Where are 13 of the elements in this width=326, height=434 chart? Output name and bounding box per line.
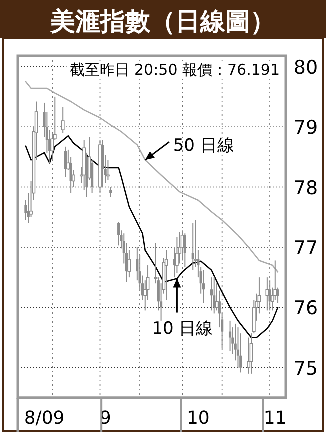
x-tick-label: 11 — [264, 408, 287, 429]
y-tick-label: 75 — [294, 358, 318, 380]
annotation: 10 日線 — [152, 318, 214, 339]
y-tick-label: 79 — [294, 117, 318, 140]
y-tick-label: 78 — [294, 177, 318, 200]
chart-title: 美滙指數（日線圖） — [50, 7, 276, 36]
annotation: 截至昨日 20:50 報價：76.191 — [70, 61, 280, 79]
x-tick-label: 8/09 — [24, 408, 65, 429]
x-tick-label: 10 — [186, 408, 210, 429]
y-tick-label: 76 — [294, 298, 318, 320]
y-tick-label: 77 — [294, 237, 318, 260]
annotation: 50 日線 — [173, 136, 234, 156]
y-tick-label: 80 — [294, 56, 318, 79]
